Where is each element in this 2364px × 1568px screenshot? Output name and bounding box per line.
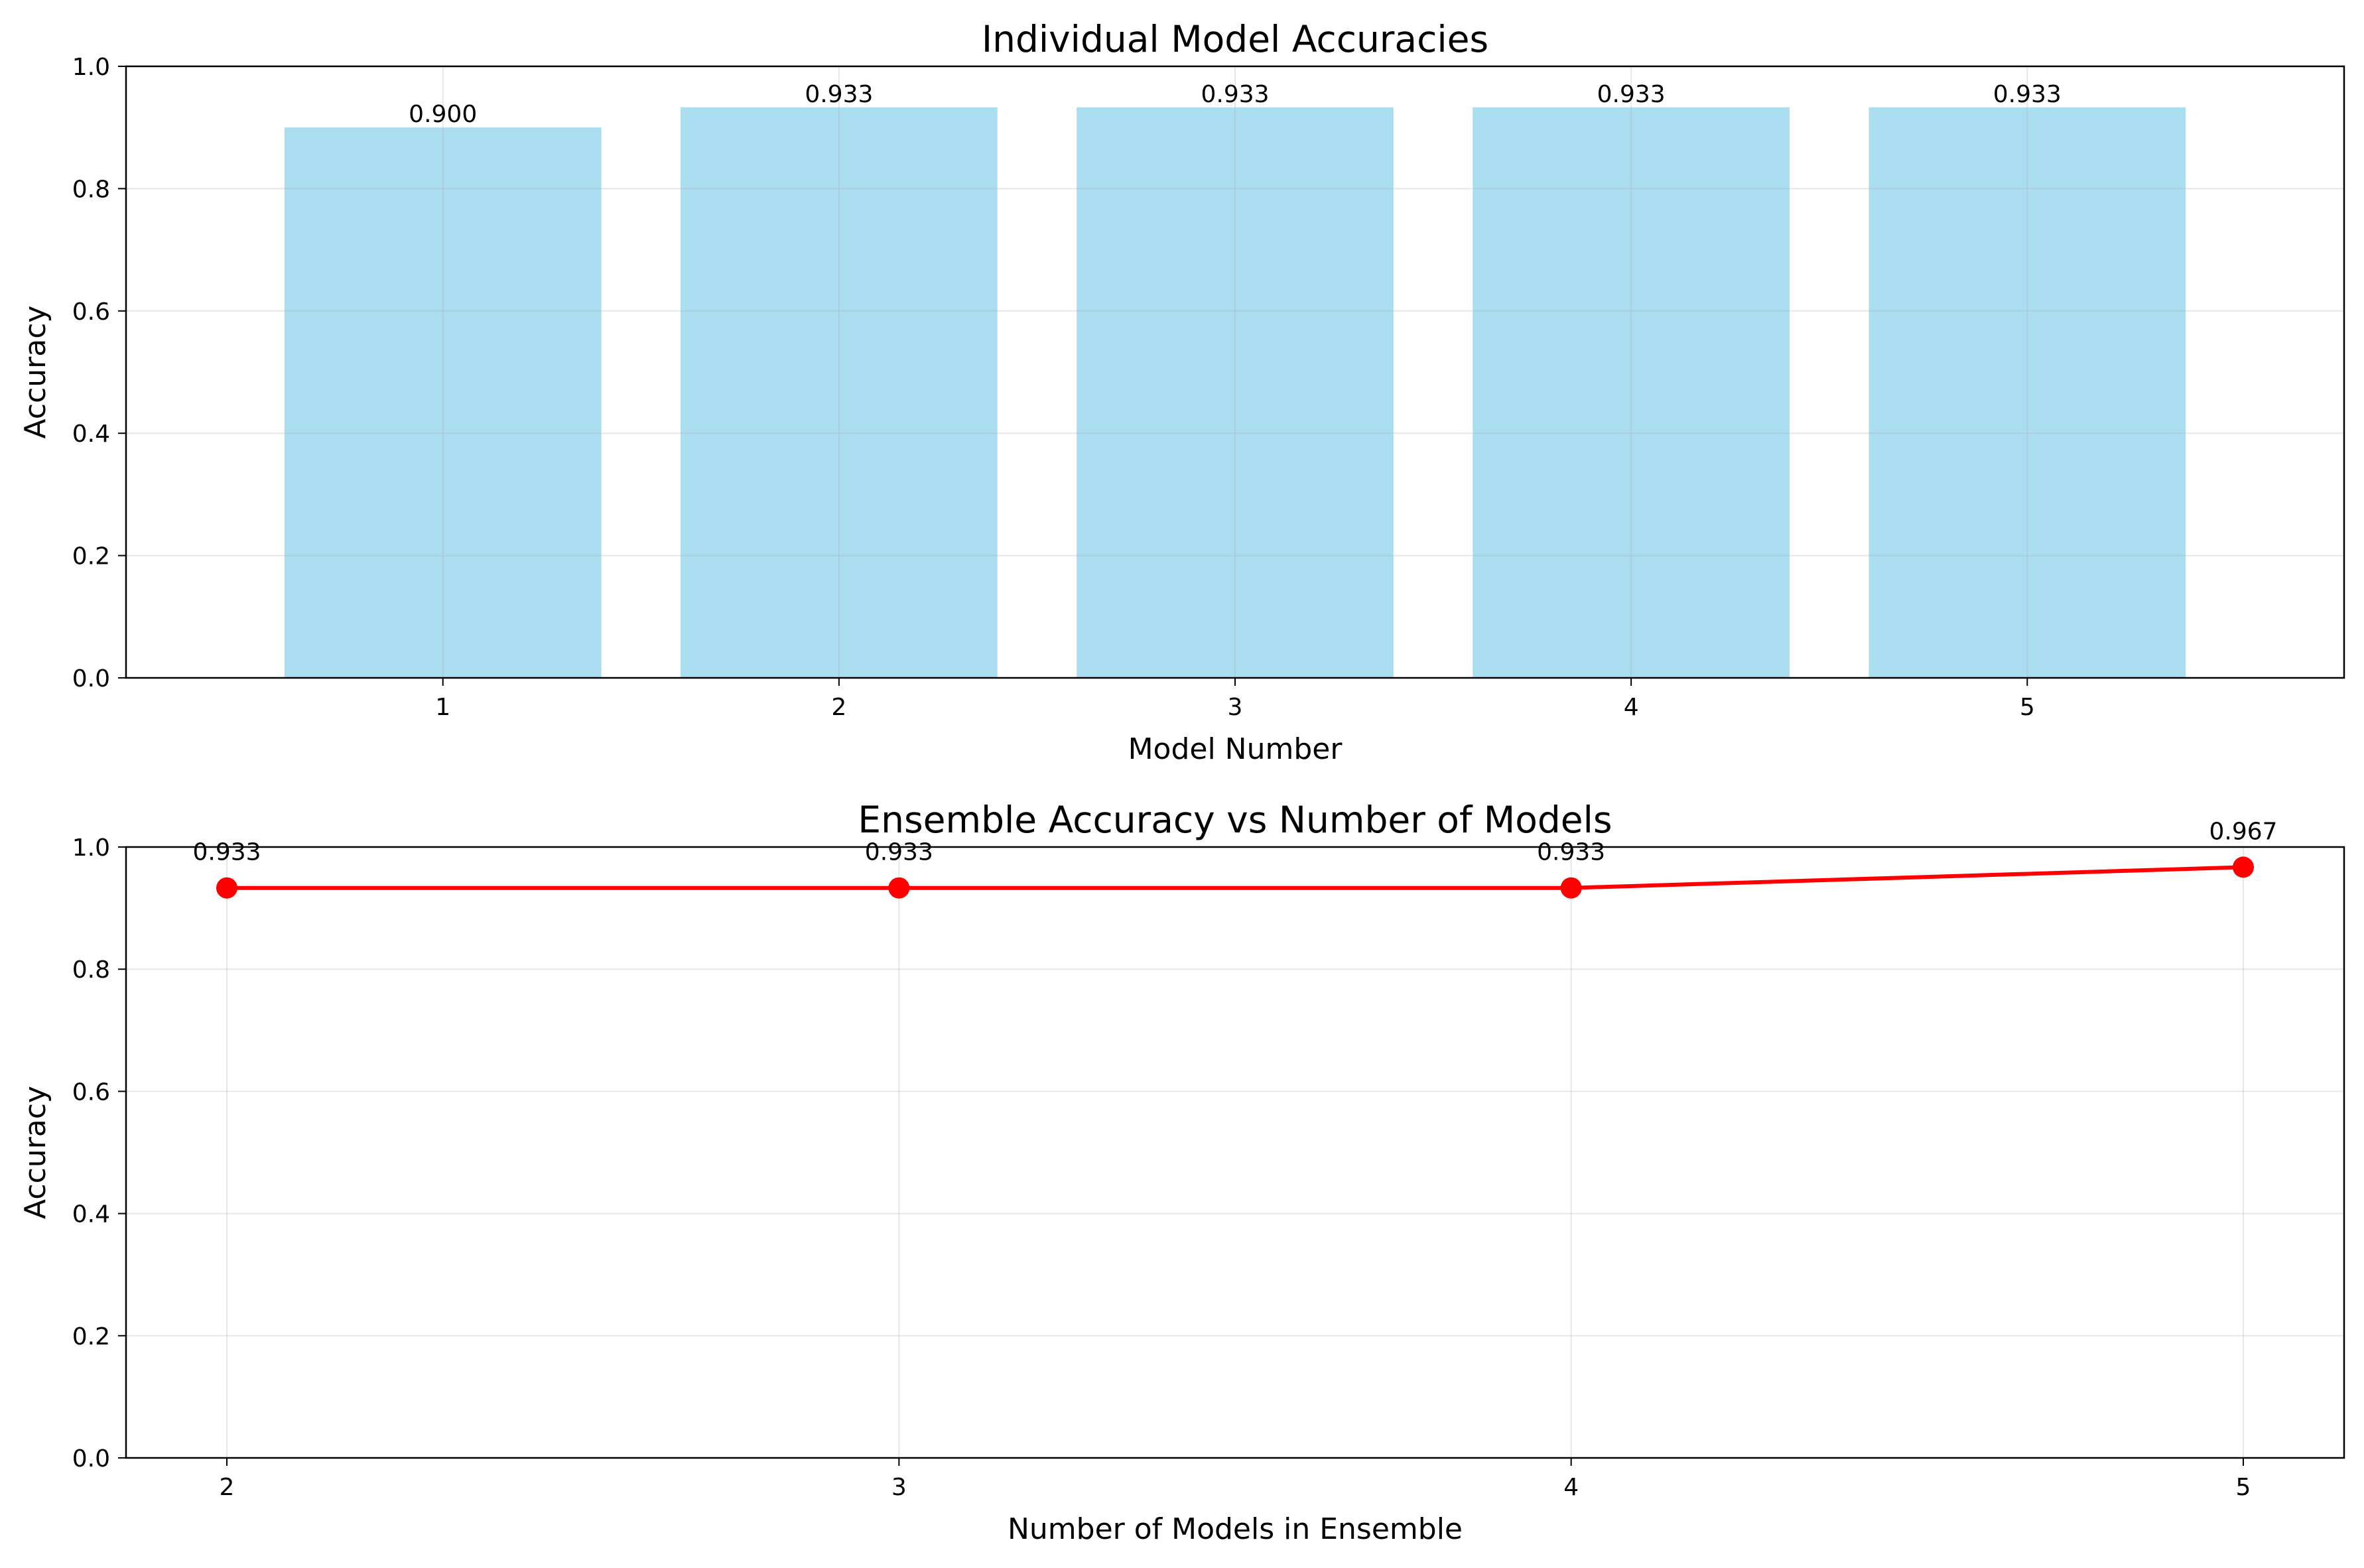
- y-tick-label: 0.6: [72, 298, 110, 326]
- bars: [284, 107, 2186, 679]
- point-value-label: 0.933: [865, 839, 933, 866]
- bar: [1473, 107, 1790, 679]
- x-tick-label: 3: [891, 1474, 907, 1501]
- y-tick-label: 0.8: [72, 956, 110, 984]
- y-tick-label: 0.8: [72, 176, 110, 203]
- chart-title: Ensemble Accuracy vs Number of Models: [858, 799, 1612, 841]
- x-tick-label: 4: [1563, 1474, 1579, 1501]
- x-axis-label: Number of Models in Ensemble: [1008, 1512, 1463, 1546]
- x-ticks: 1 2 3 4 5: [435, 678, 2035, 721]
- x-tick-label: 3: [1228, 694, 1243, 721]
- data-point: [1560, 877, 1582, 899]
- data-point: [216, 877, 237, 899]
- series-line: [227, 865, 2244, 890]
- x-tick-label: 2: [831, 694, 846, 721]
- points: [216, 856, 2254, 899]
- chart-title: Individual Model Accuracies: [982, 18, 1488, 60]
- y-tick-label: 0.0: [72, 665, 110, 692]
- y-ticks: 0.0 0.2 0.4 0.6 0.8 1.0: [72, 834, 126, 1472]
- y-tick-label: 0.0: [72, 1445, 110, 1472]
- data-point: [888, 877, 910, 899]
- bar: [681, 107, 998, 679]
- point-value-label: 0.967: [2209, 818, 2277, 845]
- point-value-label: 0.933: [1537, 839, 1605, 866]
- bar-value-label: 0.933: [1597, 81, 1666, 108]
- bar-value-label: 0.933: [1993, 81, 2062, 108]
- x-tick-label: 2: [220, 1474, 235, 1501]
- y-tick-label: 1.0: [72, 834, 110, 862]
- data-labels: 0.933 0.933 0.933 0.967: [192, 818, 2277, 866]
- y-tick-label: 0.2: [72, 1323, 110, 1350]
- y-tick-label: 0.4: [72, 421, 110, 448]
- x-tick-label: 1: [435, 694, 450, 721]
- y-tick-label: 0.4: [72, 1201, 110, 1228]
- x-tick-label: 5: [2236, 1474, 2251, 1501]
- bar-value-label: 0.933: [805, 81, 873, 108]
- bar-value-label: 0.933: [1201, 81, 1269, 108]
- point-value-label: 0.933: [192, 839, 261, 866]
- bar-chart-individual-accuracies: 0.0 0.2 0.4 0.6 0.8 1.0 1 2 3 4 5 0.900 0.933 0.933…: [19, 18, 2345, 766]
- y-tick-label: 0.6: [72, 1078, 110, 1106]
- x-axis-label: Model Number: [1128, 732, 1343, 766]
- y-axis-label: Accuracy: [19, 306, 52, 439]
- x-ticks: 2 3 4 5: [220, 1458, 2251, 1501]
- bar: [1077, 107, 1394, 679]
- y-ticks: 0.0 0.2 0.4 0.6 0.8 1.0: [72, 54, 126, 692]
- bar: [284, 127, 602, 678]
- bar-value-label: 0.900: [409, 101, 477, 128]
- x-tick-label: 4: [1624, 694, 1639, 721]
- data-point: [2233, 856, 2254, 878]
- y-axis-label: Accuracy: [19, 1086, 52, 1219]
- y-tick-label: 0.2: [72, 543, 110, 570]
- bar: [1869, 107, 2186, 679]
- y-tick-label: 1.0: [72, 54, 110, 81]
- data-labels: 0.900 0.933 0.933 0.933 0.933: [409, 81, 2062, 128]
- x-tick-label: 5: [2020, 694, 2035, 721]
- plot-frame: [125, 846, 2345, 1459]
